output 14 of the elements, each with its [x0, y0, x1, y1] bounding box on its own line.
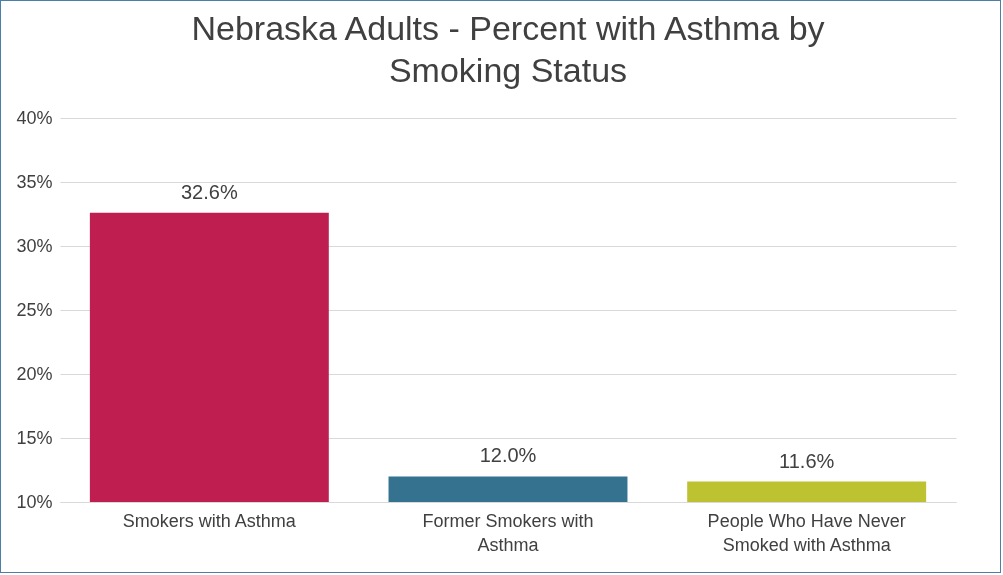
- data-label: 11.6%: [779, 449, 835, 472]
- y-tick-label: 40%: [16, 107, 53, 128]
- x-tick-label: Smokers with Asthma: [122, 510, 297, 531]
- y-tick-label: 30%: [16, 235, 53, 256]
- y-tick-label: 25%: [16, 299, 53, 320]
- data-label: 12.0%: [479, 444, 537, 467]
- y-tick-label: 20%: [16, 363, 53, 384]
- y-tick-label: 10%: [16, 491, 53, 512]
- x-tick-label: Former Smokers with Asthma: [422, 510, 594, 555]
- y-tick-label: 15%: [16, 427, 53, 448]
- chart-title: Nebraska Adults - Percent with Asthma by Smoking Status: [191, 9, 825, 89]
- data-label: 32.6%: [180, 180, 238, 203]
- y-tick-label: 35%: [16, 171, 53, 192]
- x-tick-label: People Who Have Never Smoked with Asthma: [707, 510, 906, 555]
